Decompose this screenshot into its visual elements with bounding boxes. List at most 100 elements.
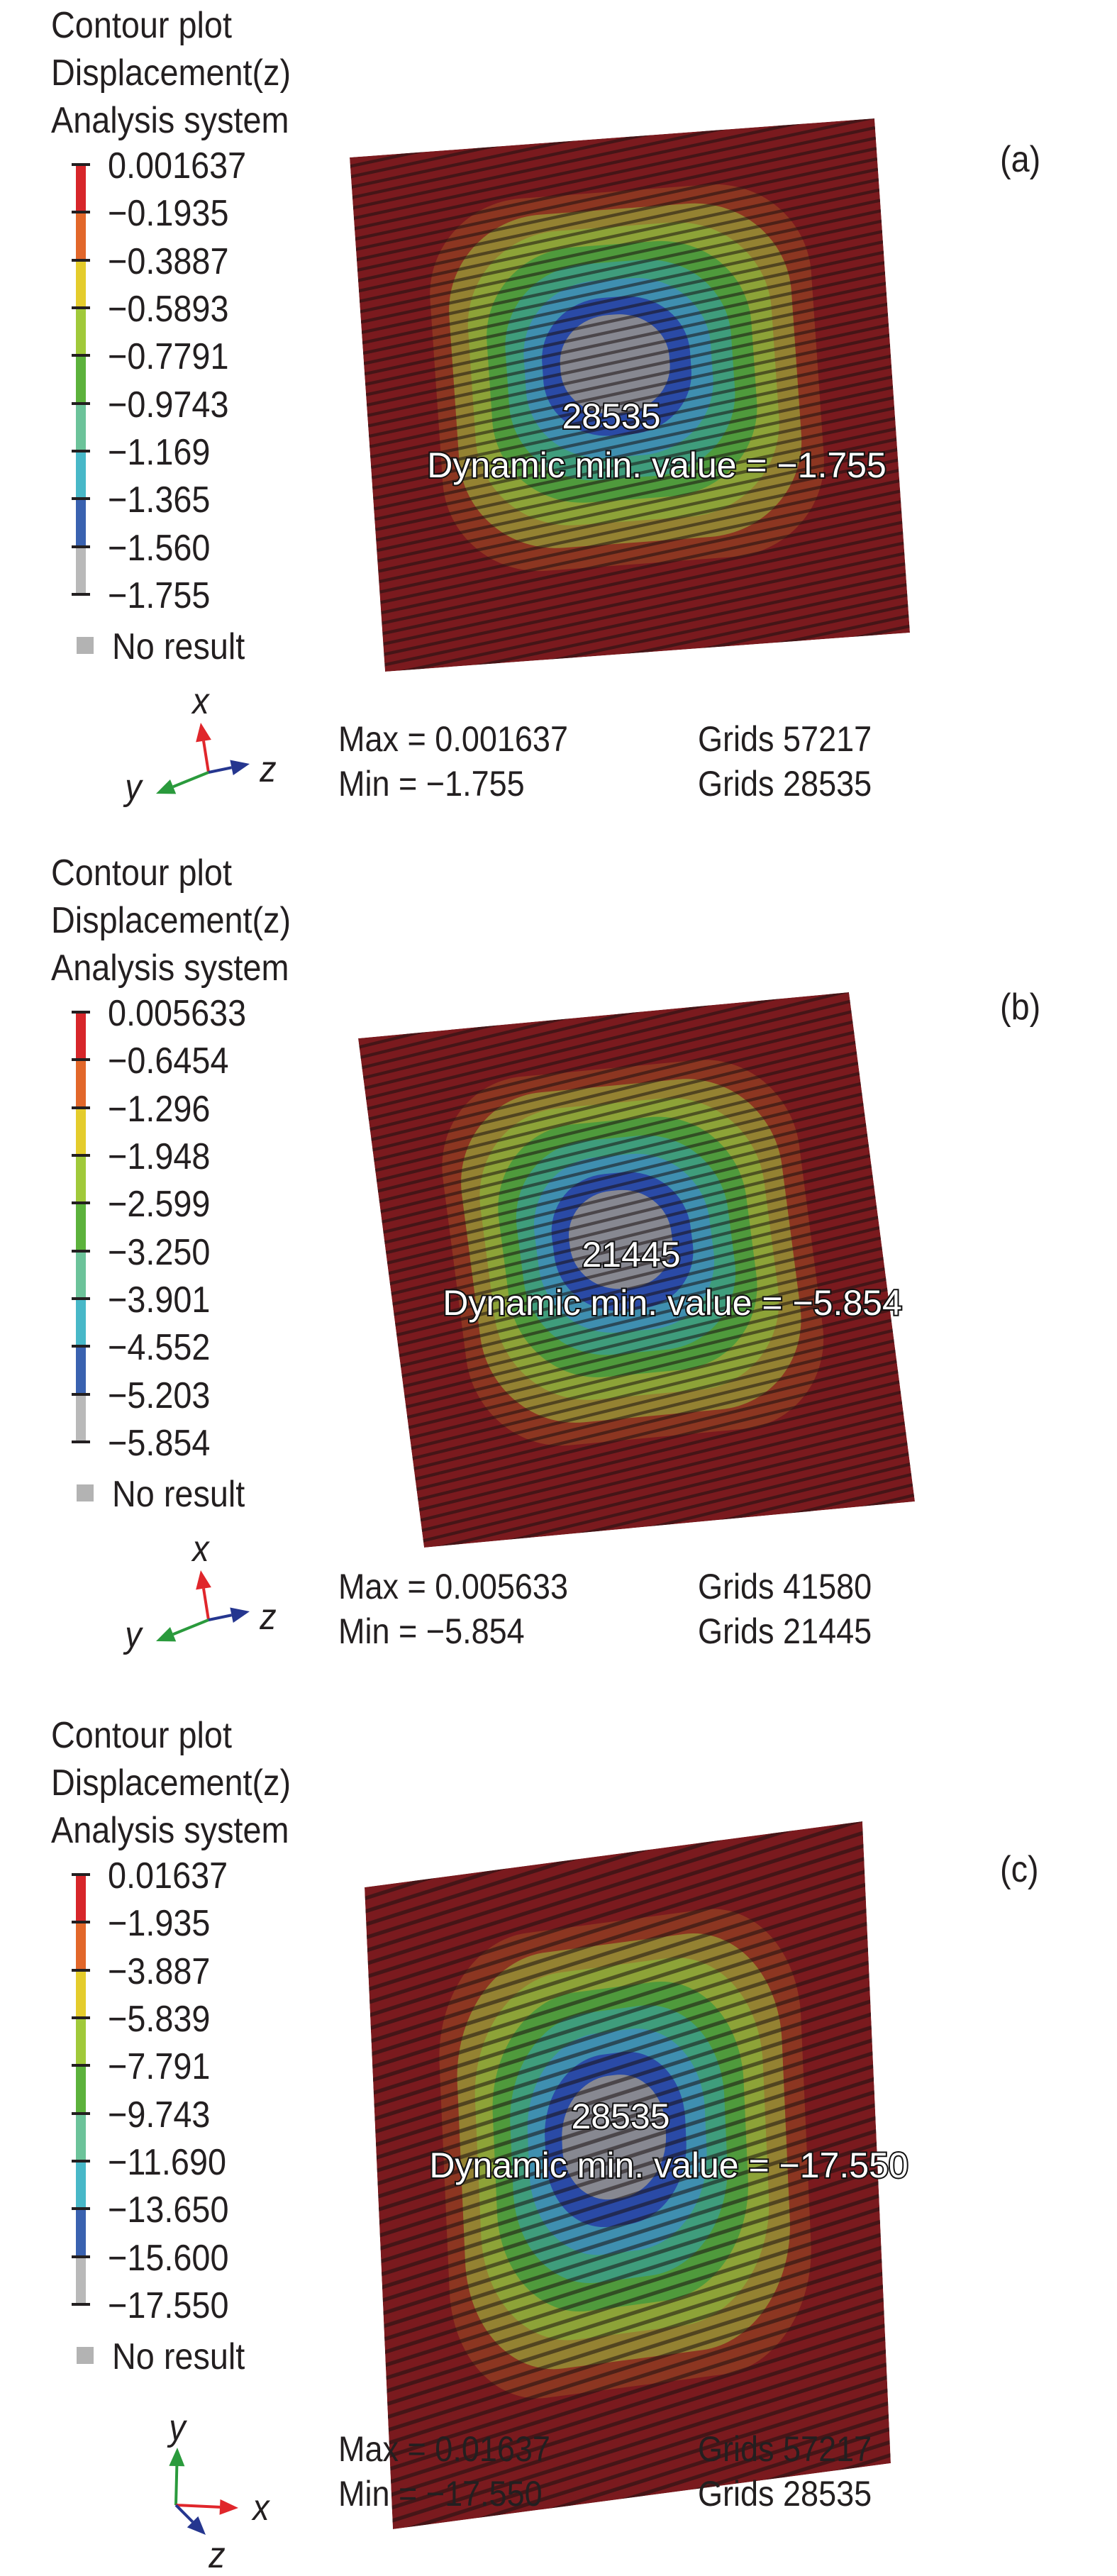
colorbar-tick	[72, 1921, 90, 1924]
panel-label: (b)	[1000, 987, 1041, 1028]
colorbar-tick	[72, 211, 90, 214]
colorbar-tick	[72, 450, 90, 453]
colorbar-tick	[72, 258, 90, 262]
contour-panel-b: 21445 Dynamic min. value = −5.854 Contour …	[0, 848, 1117, 1710]
dynamic-min-label: Dynamic min. value = −5.854	[443, 1283, 902, 1323]
max-grid-label: Grids 41580	[698, 1567, 872, 1606]
y-axis-arrowhead-icon	[169, 2448, 185, 2467]
colorbar-segment	[76, 2113, 86, 2161]
axis-triad	[156, 1570, 250, 1642]
colorbar-tick-label: −5.839	[108, 1999, 211, 2040]
legend-title-line: Contour plot	[51, 5, 232, 46]
y-axis-arrowhead-icon	[156, 1627, 177, 1642]
colorbar-tick	[72, 1968, 90, 1972]
colorbar-tick	[72, 593, 90, 596]
no-result-label: No result	[112, 2336, 245, 2377]
colorbar-tick	[72, 497, 90, 501]
x-axis-line	[202, 1588, 210, 1621]
colorbar-tick	[72, 1392, 90, 1396]
z-axis-arrowhead-icon	[230, 1607, 250, 1623]
min-value-label: Min = −1.755	[338, 764, 525, 804]
max-value-label: Max = 0.01637	[338, 2429, 550, 2469]
z-axis-line	[174, 2504, 194, 2524]
contour-mesh: 28535 Dynamic min. value = −1.755	[350, 118, 910, 672]
colorbar-segment	[76, 1875, 86, 1923]
colorbar-segment	[76, 2256, 86, 2304]
colorbar-segment	[76, 403, 86, 451]
colorbar-tick-label: −11.690	[108, 2142, 227, 2183]
colorbar-tick-label: −1.169	[108, 432, 211, 473]
colorbar-tick	[72, 306, 90, 309]
colorbar-tick	[72, 354, 90, 357]
colorbar-tick-label: −15.600	[108, 2237, 229, 2279]
colorbar-tick-label: −1.296	[108, 1088, 211, 1130]
colorbar-tick-label: −1.560	[108, 527, 211, 569]
legend-title-line: Displacement(z)	[51, 52, 291, 94]
colorbar-tick	[72, 1011, 90, 1014]
colorbar-segment	[76, 1060, 86, 1108]
colorbar-segment	[76, 2065, 86, 2114]
colorbar-tick	[72, 1345, 90, 1348]
colorbar-tick	[72, 401, 90, 405]
max-grid-label: Grids 57217	[698, 719, 872, 759]
axis-triad	[156, 723, 250, 794]
min-grid-label: Grids 21445	[698, 1611, 872, 1651]
axis-label-y: y	[169, 2407, 186, 2448]
colorbar-tick	[72, 1297, 90, 1300]
colorbar-tick	[72, 1249, 90, 1253]
x-axis-arrowhead-icon	[196, 723, 211, 743]
colorbar-tick	[72, 545, 90, 548]
colorbar-tick-label: −9.743	[108, 2094, 211, 2136]
legend-title-line: Contour plot	[51, 853, 232, 894]
colorbar-tick	[72, 1058, 90, 1062]
colorbar-segment	[76, 308, 86, 356]
colorbar-segment	[76, 1203, 86, 1251]
contour-mesh: 28535 Dynamic min. value = −17.550	[365, 1821, 910, 2529]
colorbar-segment	[76, 1250, 86, 1299]
z-axis-arrowhead-icon	[187, 2516, 206, 2535]
axis-label-x: x	[192, 681, 209, 722]
colorbar-tick	[72, 1440, 90, 1443]
colorbar-segment	[76, 2209, 86, 2257]
colorbar-tick-label: 0.005633	[108, 993, 247, 1034]
mesh-element-lines	[365, 1821, 891, 2529]
dynamic-min-label: Dynamic min. value = −1.755	[427, 445, 887, 485]
colorbar-tick-label: −1.948	[108, 1136, 211, 1177]
colorbar-segment	[76, 1970, 86, 2018]
colorbar-tick-label: −17.550	[108, 2285, 229, 2326]
y-axis-line	[172, 771, 209, 789]
min-grid-label: Grids 28535	[698, 2474, 872, 2514]
axis-label-z: z	[209, 2535, 226, 2576]
colorbar-tick-label: −0.1935	[108, 193, 229, 235]
min-node-label: 28535	[571, 2097, 669, 2136]
min-value-label: Min = −5.854	[338, 1611, 525, 1651]
colorbar-tick	[72, 2016, 90, 2019]
colorbar-segment	[76, 1107, 86, 1155]
contour-panel-c: 28535 Dynamic min. value = −17.550 Contour…	[0, 1710, 1117, 2574]
colorbar-segment	[76, 1346, 86, 1394]
colorbar-segment	[76, 2018, 86, 2066]
panel-label: (a)	[1000, 139, 1041, 180]
contour-mesh: 21445 Dynamic min. value = −5.854	[358, 992, 915, 1548]
colorbar-tick-label: −0.3887	[108, 240, 229, 282]
colorbar-tick-label: 0.001637	[108, 145, 247, 187]
colorbar-segment	[76, 2161, 86, 2209]
no-result-label: No result	[112, 626, 245, 667]
dynamic-min-label: Dynamic min. value = −17.550	[429, 2145, 908, 2185]
axis-label-z: z	[260, 749, 277, 790]
mesh-element-lines	[358, 992, 915, 1548]
colorbar-segment	[76, 546, 86, 594]
colorbar-tick-label: −0.6454	[108, 1040, 229, 1082]
colorbar-tick-label: −3.250	[108, 1231, 211, 1273]
colorbar-tick	[72, 2160, 90, 2163]
axis-label-x: x	[252, 2487, 269, 2528]
colorbar-tick-label: −13.650	[108, 2189, 229, 2231]
colorbar-segment	[76, 1155, 86, 1204]
min-value-label: Min = −17.550	[338, 2474, 543, 2514]
colorbar-tick-label: −3.901	[108, 1279, 211, 1321]
colorbar-segment	[76, 499, 86, 547]
z-axis-line	[208, 1614, 232, 1621]
colorbar-segment	[76, 165, 86, 213]
mesh-element-lines	[350, 118, 910, 672]
no-result-swatch	[77, 2347, 94, 2364]
